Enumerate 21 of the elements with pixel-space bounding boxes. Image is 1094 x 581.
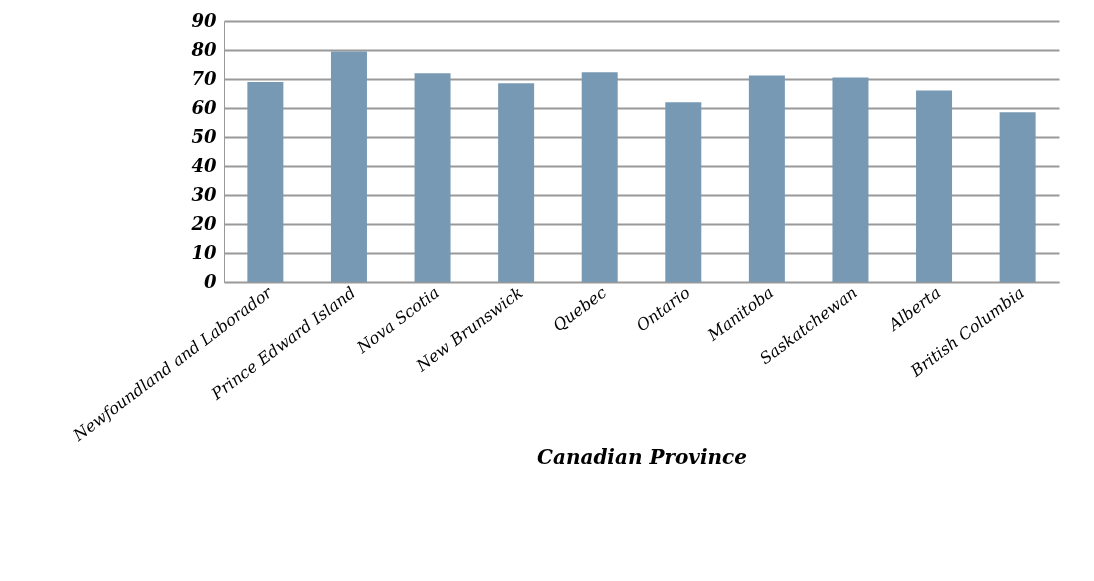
y-tick-label: 10 (191, 241, 217, 263)
bar (247, 81, 284, 282)
y-tick-label: 90 (191, 9, 217, 31)
y-tick-label: 20 (190, 212, 217, 234)
bar (330, 51, 367, 282)
y-tick-label: 50 (191, 125, 217, 147)
bar (832, 77, 869, 282)
bar (498, 83, 535, 282)
y-tick-label: 30 (191, 183, 217, 205)
y-tick-label: 70 (191, 67, 217, 89)
bar (916, 90, 953, 282)
bar (999, 112, 1036, 282)
y-tick-label: 60 (191, 96, 217, 118)
bar (581, 72, 618, 282)
y-tick-label: 40 (191, 154, 217, 176)
bar (748, 75, 785, 282)
x-axis-title: Canadian Province (537, 444, 747, 469)
y-tick-label: 80 (190, 38, 217, 60)
y-tick-label: 0 (203, 270, 217, 292)
bar (414, 73, 451, 282)
bar (665, 102, 702, 282)
